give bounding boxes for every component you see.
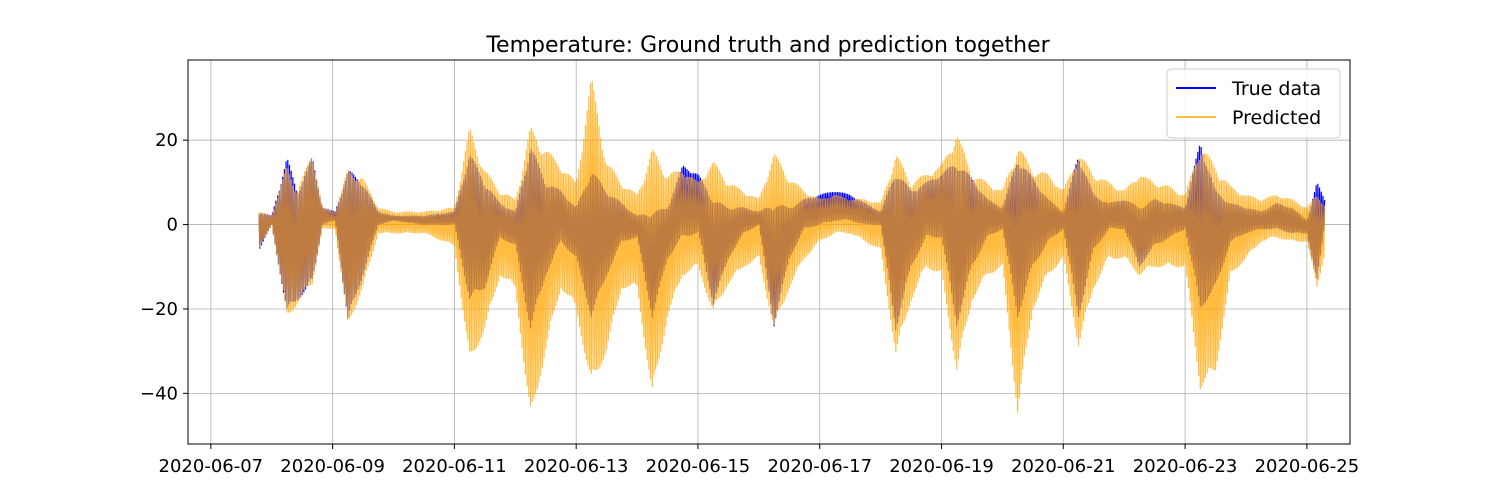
series-line-predicted [258,80,1326,413]
x-axis: 2020-06-07 2020-06-09 2020-06-11 2020-06-13… [159,444,1360,477]
x-tick-label: 2020-06-17 [767,456,872,477]
x-tick-label: 2020-06-09 [280,456,385,477]
plot-area-frame [187,59,1351,445]
x-tick-label: 2020-06-13 [524,456,629,477]
x-tick-label: 2020-06-23 [1133,456,1238,477]
y-tick-label: −40 [140,383,178,404]
legend-box [1166,68,1341,139]
chart-title: Temperature: Ground truth and prediction… [485,33,1050,58]
y-tick-label: 20 [155,130,178,151]
x-tick-label: 2020-06-11 [402,456,507,477]
x-tick-label: 2020-06-19 [889,456,994,477]
legend: True data Predicted [1166,68,1341,139]
series-layer [258,80,1326,413]
legend-label-true-data: True data [1231,78,1321,100]
y-tick-label: −20 [140,299,178,320]
legend-label-predicted: Predicted [1232,107,1321,129]
x-tick-label: 2020-06-15 [646,456,751,477]
y-tick-label: 0 [167,215,178,236]
x-tick-label: 2020-06-25 [1255,456,1360,477]
x-tick-label: 2020-06-07 [159,456,264,477]
y-axis: 20 0 −20 −40 [140,130,188,404]
x-tick-label: 2020-06-21 [1011,456,1116,477]
